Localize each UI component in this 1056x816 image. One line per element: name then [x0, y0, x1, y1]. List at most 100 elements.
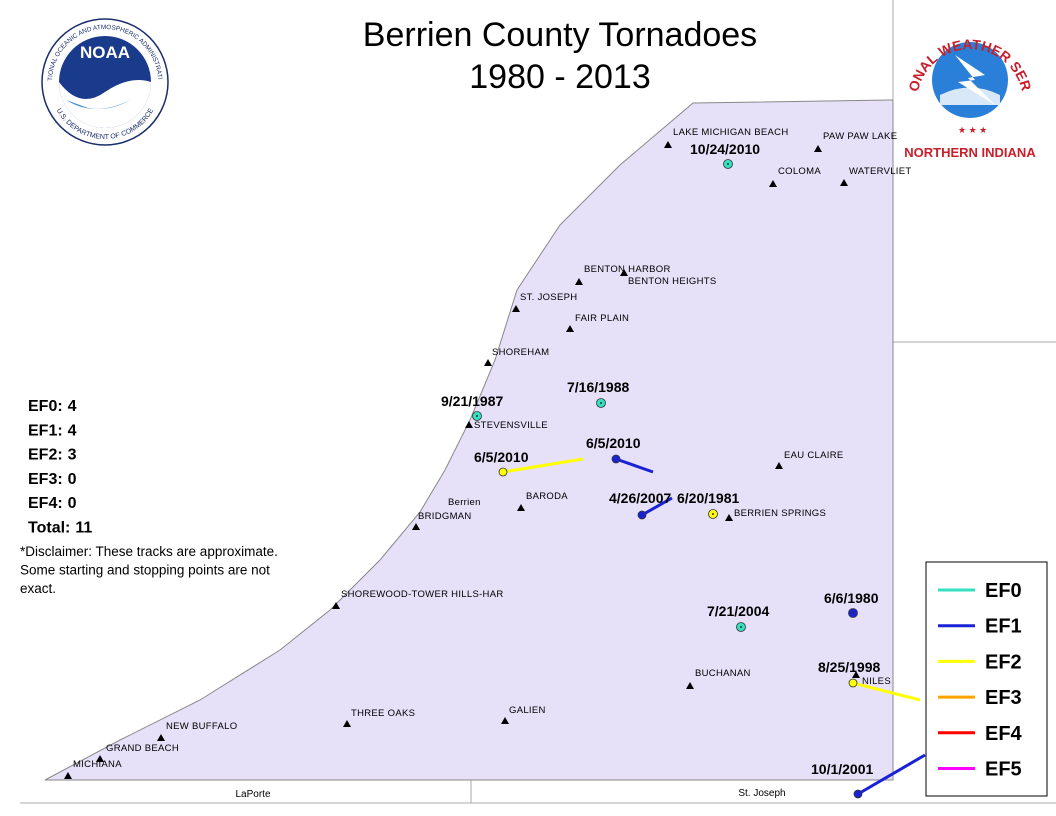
- title-line: Berrien County Tornadoes: [363, 16, 757, 54]
- place-label: NEW BUFFALO: [166, 721, 237, 732]
- place-marker: [517, 504, 525, 511]
- summary-line: EF1: 4: [28, 422, 77, 439]
- tornado-track: [857, 753, 926, 796]
- tornado-date: 9/21/1987: [441, 393, 503, 409]
- place-marker: [664, 141, 672, 148]
- place-label: GALIEN: [509, 705, 546, 716]
- place-label: THREE OAKS: [351, 708, 415, 719]
- legend-box: [925, 561, 1048, 797]
- place-marker: [775, 462, 783, 469]
- tornado-track: [852, 681, 921, 702]
- summary-line: EF0: 4: [28, 398, 77, 415]
- legend: EF0 EF1 EF2 EF3 EF4 EF5: [938, 580, 1023, 781]
- place-label: BENTON HEIGHTS: [628, 276, 716, 287]
- summary: EF0: 4 EF1: 4 EF2: 3 EF3: 0 EF4: 0 Total: 11 *Discla…: [20, 398, 278, 596]
- summary-count: 3: [68, 447, 77, 464]
- place-label: BARODA: [526, 491, 568, 502]
- county: [44, 99, 894, 781]
- place-marker: [840, 179, 848, 186]
- summary-label: EF3:: [28, 471, 63, 488]
- legend-label: EF2: [985, 651, 1022, 673]
- tornado-date: 7/16/1988: [567, 379, 629, 395]
- summary-label: EF1:: [28, 422, 63, 439]
- neighbor-label: LaPorte: [235, 789, 270, 800]
- tornado-date: 7/21/2004: [707, 603, 769, 619]
- place-label: SHOREHAM: [492, 347, 549, 358]
- tornado-date: 6/6/1980: [824, 590, 879, 606]
- tornado-point: [853, 789, 863, 799]
- tornado-point: [848, 678, 858, 688]
- title-line: 1980 - 2013: [469, 58, 651, 96]
- place-marker: [686, 682, 694, 689]
- place-marker: [566, 325, 574, 332]
- tornado-date: 10/24/2010: [690, 141, 760, 157]
- place-label: PAW PAW LAKE: [823, 131, 897, 142]
- place-label: WATERVLIET: [849, 166, 911, 177]
- tornado-center: [476, 415, 478, 417]
- tornado-date: 4/26/2007: [609, 490, 671, 506]
- tornado-center: [712, 513, 714, 515]
- place-label: Berrien: [448, 497, 481, 508]
- tornado-date: 6/5/2010: [586, 435, 641, 451]
- tornado-center: [740, 626, 742, 628]
- summary-line: EF2: 3: [28, 447, 77, 464]
- tornado-track: [615, 457, 654, 474]
- summary-line: EF3: 0: [28, 471, 77, 488]
- summary-label: EF4:: [28, 495, 63, 512]
- places: LAKE MICHIGAN BEACH PAW PAW LAKE COLOMA WAT…: [64, 127, 911, 779]
- place-label: MICHIANA: [73, 759, 122, 770]
- legend-label: EF0: [985, 580, 1022, 602]
- legend-label: EF5: [985, 759, 1022, 781]
- place-marker: [814, 145, 822, 152]
- place-marker: [512, 305, 520, 312]
- place-label: FAIR PLAIN: [575, 313, 629, 324]
- tornado-date: 6/5/2010: [474, 449, 529, 465]
- summary-count: 11: [75, 520, 92, 537]
- summary-label: EF2:: [28, 447, 63, 464]
- legend-label: EF3: [985, 687, 1022, 709]
- place-label: BERRIEN SPRINGS: [734, 508, 826, 519]
- tornado-date: 10/1/2001: [811, 761, 873, 777]
- tornado-point: [611, 454, 621, 464]
- place-label: EAU CLAIRE: [784, 450, 844, 461]
- neighbor-label: St. Joseph: [738, 788, 785, 799]
- place-label: COLOMA: [778, 166, 821, 177]
- place-marker: [343, 720, 351, 727]
- tornado-center: [852, 612, 854, 614]
- svg-text:★ ★ ★: ★ ★ ★: [958, 125, 987, 135]
- place-label: GRAND BEACH: [106, 743, 179, 754]
- place-marker: [64, 772, 72, 779]
- office-name: NORTHERN INDIANA: [904, 145, 1036, 160]
- summary-count: 4: [68, 398, 77, 415]
- tornado-date: 8/25/1998: [818, 659, 880, 675]
- place-marker: [157, 734, 165, 741]
- place-marker: [501, 717, 509, 724]
- place-label: BENTON HARBOR: [584, 264, 671, 275]
- place-marker: [332, 602, 340, 609]
- tornado-point: [637, 510, 647, 520]
- tornado-center: [600, 402, 602, 404]
- summary-label: EF0:: [28, 398, 63, 415]
- disclaimer-line: *Disclaimer: These tracks are approximat…: [20, 544, 278, 559]
- place-label: BUCHANAN: [695, 668, 751, 679]
- title: Berrien County Tornadoes 1980 - 2013: [363, 16, 757, 96]
- tornado-track: [502, 457, 584, 474]
- summary-label: Total:: [28, 520, 70, 537]
- tornado-point: [498, 467, 508, 477]
- summary-count: 0: [68, 471, 77, 488]
- place-label: SHOREWOOD-TOWER HILLS-HAR: [341, 589, 504, 600]
- place-marker: [484, 359, 492, 366]
- place-label: NILES: [862, 676, 891, 687]
- place-marker: [852, 671, 860, 678]
- summary-line: Total: 11: [28, 520, 92, 537]
- place-label: ST. JOSEPH: [520, 292, 577, 303]
- summary-count: 0: [68, 495, 77, 512]
- place-label: LAKE MICHIGAN BEACH: [673, 127, 789, 138]
- tornado-date: 6/20/1981: [677, 490, 739, 506]
- place-marker: [725, 514, 733, 521]
- place-marker: [465, 421, 473, 428]
- place-label: BRIDGMAN: [418, 511, 472, 522]
- legend-label: EF1: [985, 616, 1022, 638]
- disclaimer-line: exact.: [20, 581, 56, 596]
